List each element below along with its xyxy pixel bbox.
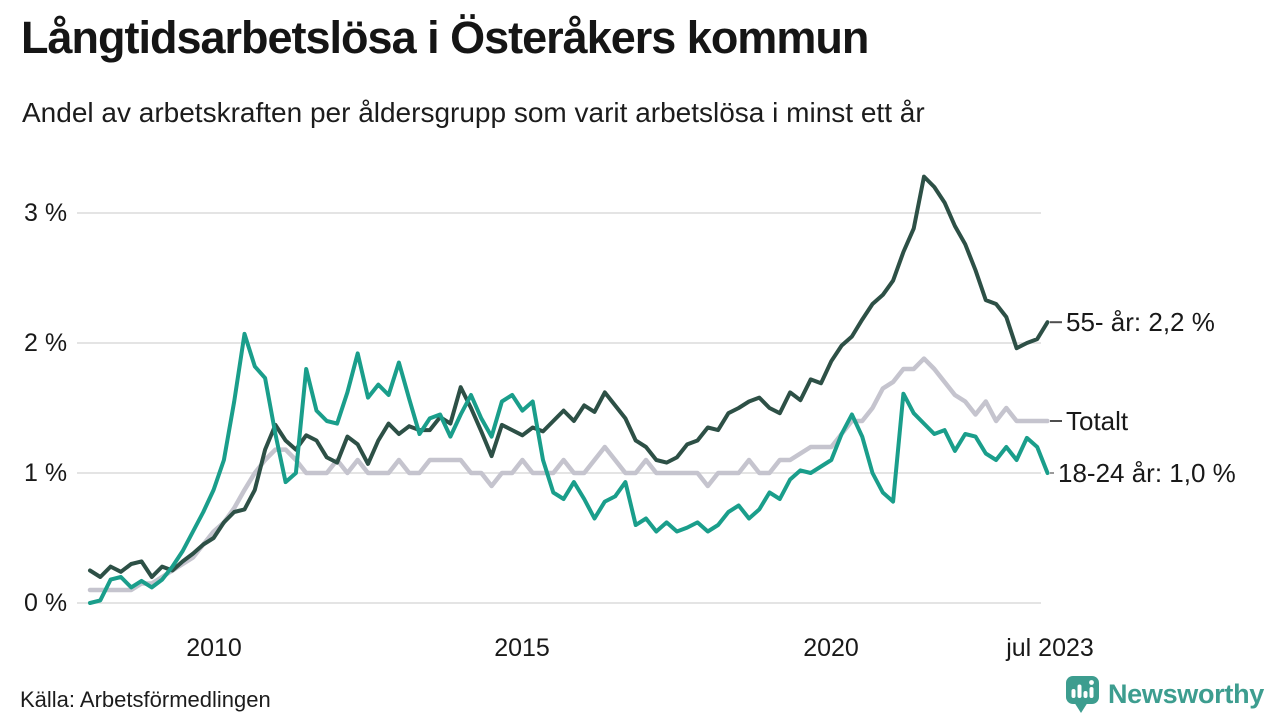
x-tick-label: 2010 (186, 634, 242, 662)
newsworthy-pin-icon (1065, 676, 1099, 713)
series-end-label: 18-24 år: 1,0 % (1058, 458, 1236, 488)
y-tick-label: 2 % (24, 329, 68, 357)
x-tick-label: 2020 (803, 634, 859, 662)
x-tick-label: jul 2023 (1006, 634, 1094, 662)
series-end-label: Totalt (1066, 406, 1129, 436)
y-tick-label: 1 % (24, 459, 68, 487)
source-caption: Källa: Arbetsförmedlingen (20, 687, 271, 712)
y-tick-label: 0 % (24, 589, 68, 617)
x-tick-label: 2015 (494, 634, 550, 662)
chart-subtitle: Andel av arbetskraften per åldersgrupp s… (22, 97, 925, 128)
chart-title: Långtidsarbetslösa i Österåkers kommun (21, 12, 869, 63)
newsworthy-logo[interactable]: Newsworthy (1065, 675, 1264, 714)
newsworthy-wordmark: Newsworthy (1107, 679, 1264, 709)
series-end-label: 55- år: 2,2 % (1066, 307, 1215, 338)
y-tick-label: 3 % (24, 199, 68, 227)
